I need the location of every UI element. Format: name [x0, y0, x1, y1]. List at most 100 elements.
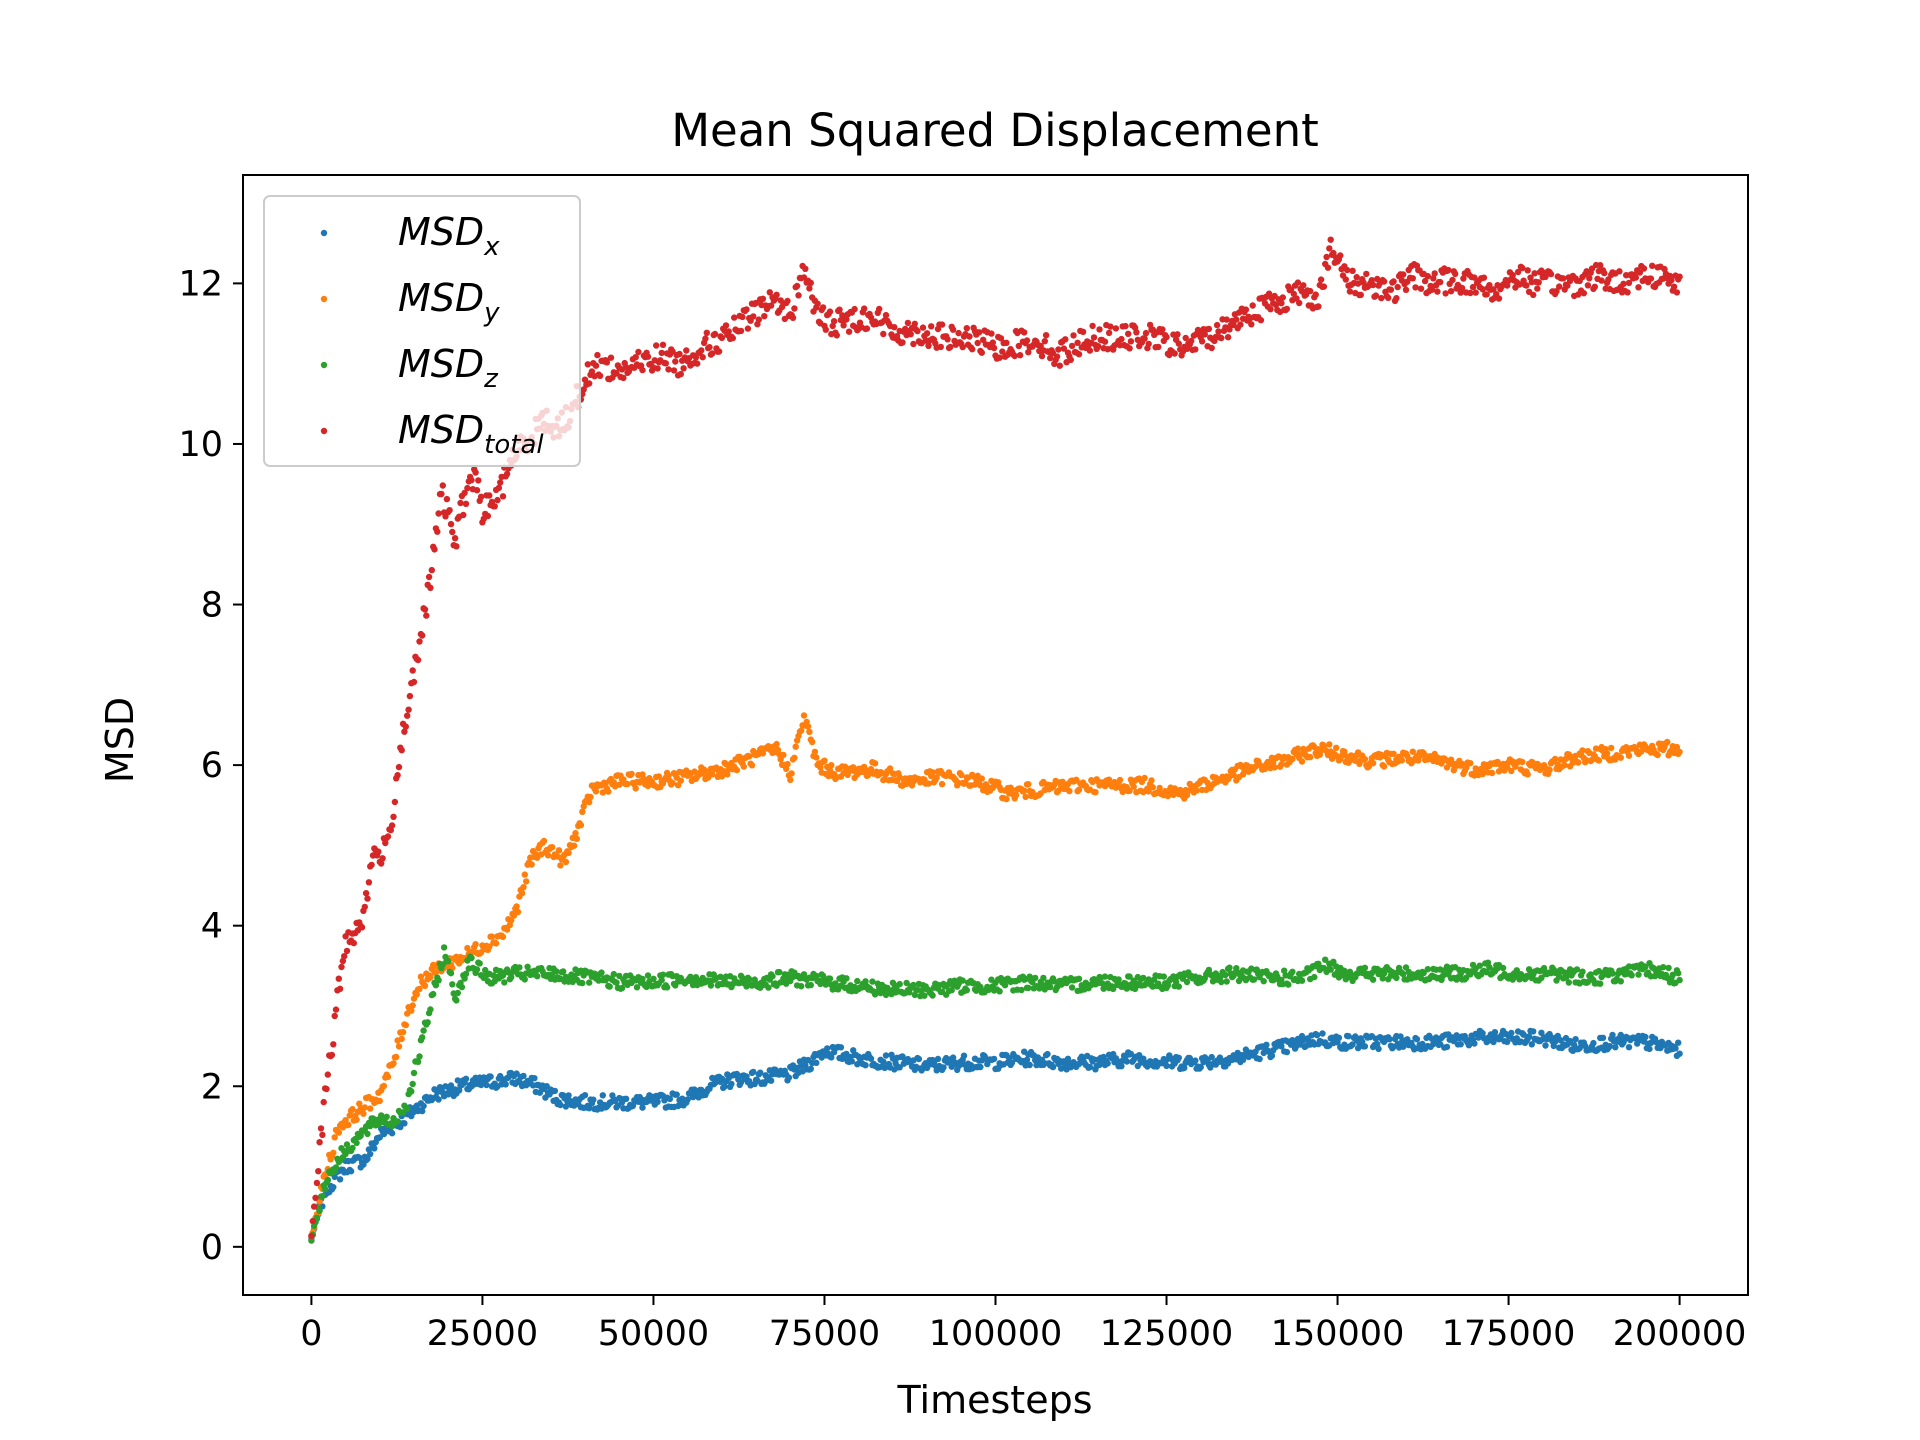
point — [592, 362, 600, 369]
point — [1235, 977, 1243, 985]
x-tick-label: 175000 — [1442, 1314, 1576, 1354]
point — [1575, 759, 1582, 766]
point — [521, 871, 528, 878]
series-msd-z — [308, 944, 1683, 1244]
point — [581, 1092, 589, 1099]
point — [462, 1075, 470, 1083]
point — [1060, 345, 1068, 352]
point — [588, 368, 596, 375]
point — [1110, 985, 1117, 993]
point — [536, 1089, 544, 1096]
point — [1283, 1048, 1291, 1056]
point — [1008, 1059, 1016, 1067]
point — [1025, 781, 1032, 788]
point — [398, 1035, 405, 1043]
point — [613, 979, 620, 986]
point — [1141, 774, 1148, 782]
point — [1047, 983, 1054, 991]
point — [793, 282, 801, 290]
point — [684, 1096, 691, 1103]
point — [464, 944, 471, 952]
point — [1504, 1038, 1511, 1046]
point — [421, 982, 429, 989]
point — [402, 723, 409, 730]
point — [837, 1044, 845, 1051]
point — [468, 954, 475, 962]
point — [579, 979, 586, 987]
point — [380, 1082, 388, 1090]
point — [620, 374, 627, 382]
point — [402, 1021, 409, 1029]
point — [928, 323, 935, 330]
point — [850, 764, 857, 771]
point — [384, 1073, 392, 1081]
point — [843, 975, 850, 982]
point — [1617, 978, 1625, 985]
point — [1146, 321, 1154, 329]
point — [1032, 974, 1039, 982]
point — [963, 987, 970, 994]
point — [1442, 290, 1449, 297]
point — [1038, 352, 1046, 360]
point — [1409, 275, 1417, 282]
point — [811, 748, 819, 755]
point — [639, 1104, 646, 1111]
point — [673, 1091, 680, 1098]
point — [1233, 316, 1240, 323]
point — [587, 793, 594, 801]
point — [1099, 980, 1106, 987]
point — [1438, 760, 1445, 767]
point — [586, 1105, 593, 1112]
point — [1525, 1033, 1533, 1040]
point — [709, 350, 716, 357]
point — [711, 1079, 719, 1087]
point — [1074, 339, 1081, 346]
point — [361, 1104, 368, 1111]
point — [472, 469, 479, 476]
point — [1361, 964, 1369, 971]
point — [1271, 764, 1278, 771]
point — [665, 772, 672, 779]
point — [1612, 1044, 1619, 1051]
point — [560, 968, 567, 975]
point — [432, 982, 440, 989]
point — [419, 1107, 426, 1115]
point — [680, 365, 687, 372]
point — [715, 348, 723, 355]
point — [1606, 1043, 1614, 1050]
point — [1467, 289, 1474, 297]
point — [1263, 1041, 1270, 1049]
point — [331, 1173, 338, 1181]
point — [1070, 332, 1077, 339]
point — [1646, 1045, 1653, 1053]
point — [1343, 266, 1351, 274]
point — [785, 1074, 793, 1081]
point — [1323, 253, 1330, 261]
point — [1122, 980, 1129, 987]
point — [978, 349, 985, 356]
point — [724, 771, 731, 778]
point — [740, 763, 747, 770]
point — [1092, 789, 1099, 796]
point — [821, 757, 828, 764]
point — [1546, 766, 1553, 773]
point — [449, 528, 456, 536]
point — [1075, 975, 1083, 982]
x-tick-label: 0 — [300, 1314, 322, 1354]
point — [360, 1110, 367, 1117]
point — [861, 305, 868, 312]
series-msd-y — [308, 712, 1683, 1240]
point — [424, 1019, 431, 1026]
point — [499, 933, 507, 941]
point — [1579, 968, 1586, 975]
legend-label-x: MSDx — [398, 210, 500, 262]
point — [1342, 276, 1350, 283]
point — [362, 890, 370, 897]
point — [1640, 265, 1648, 272]
point — [1528, 1041, 1536, 1048]
point — [540, 837, 548, 845]
point — [1463, 764, 1470, 772]
point — [1319, 1030, 1326, 1037]
point — [1400, 271, 1407, 278]
